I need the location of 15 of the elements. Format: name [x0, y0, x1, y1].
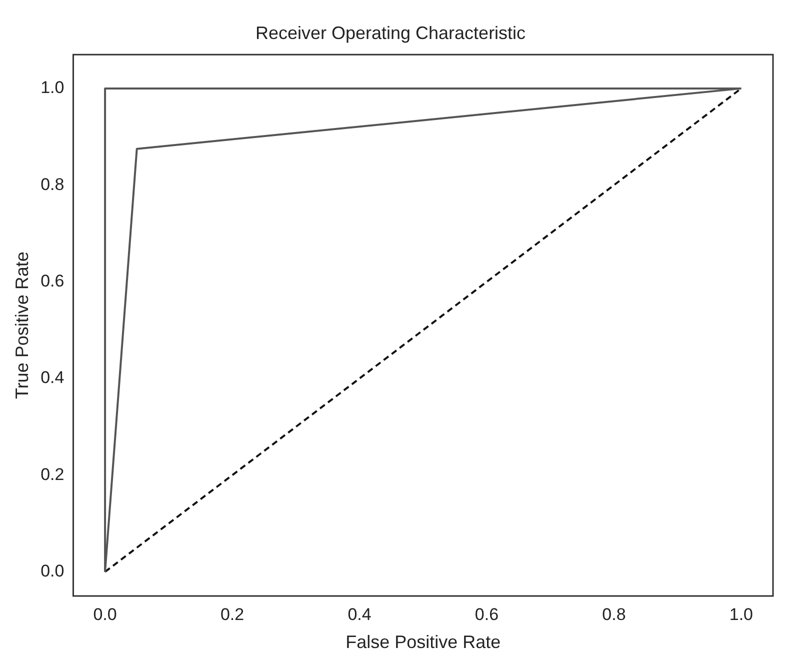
y-tick-label: 0.0: [40, 562, 64, 581]
x-tick-label: 0.2: [220, 604, 244, 624]
y-tick-label: 0.4: [40, 368, 64, 388]
x-tick-label: 0.0: [93, 604, 117, 624]
x-tick-label: 1.0: [729, 604, 754, 624]
x-tick-label: 0.6: [474, 604, 499, 624]
y-axis-title: True Positive Rate: [12, 252, 32, 400]
y-tick-label: 0.8: [40, 174, 64, 194]
x-tick-label: 0.8: [602, 604, 626, 624]
chart-title: Receiver Operating Characteristic: [255, 22, 526, 43]
x-axis-title: False Positive Rate: [346, 632, 501, 652]
y-tick-label: 0.2: [40, 464, 64, 484]
x-tick-label: 0.4: [348, 604, 372, 624]
y-tick-label: 0.6: [40, 271, 64, 290]
y-tick-label: 1.0: [40, 78, 64, 98]
